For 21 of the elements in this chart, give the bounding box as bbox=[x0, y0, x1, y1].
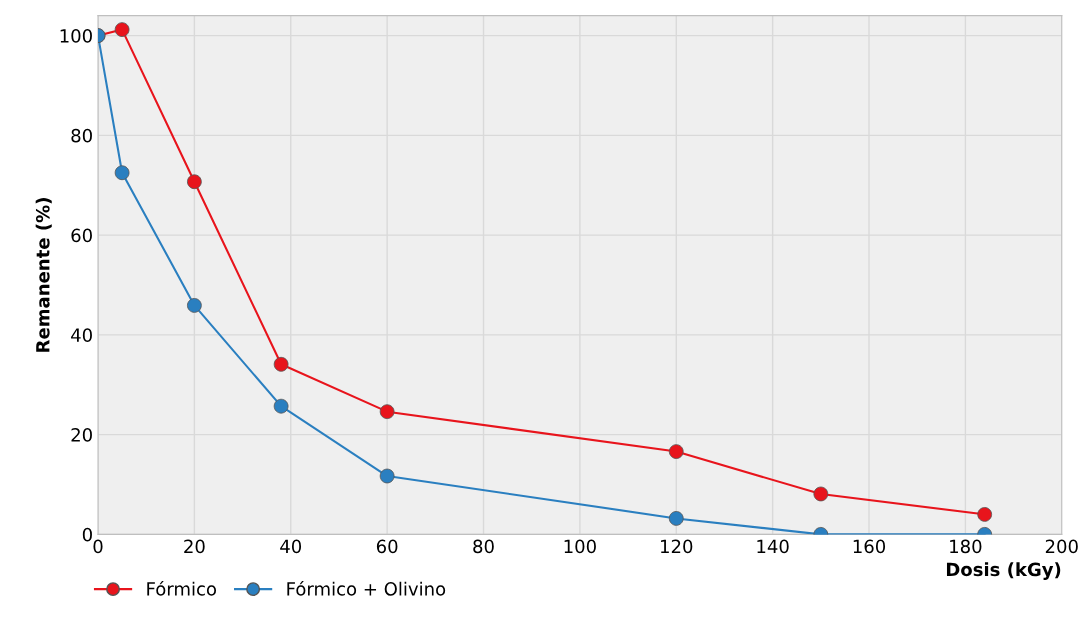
x-axis-title: Dosis (kGy) bbox=[946, 562, 1061, 580]
x-tick-label: 100 bbox=[564, 539, 596, 554]
x-tick-label: 0 bbox=[93, 539, 103, 554]
x-tick-label: 80 bbox=[473, 539, 494, 554]
x-tick-label: 60 bbox=[376, 539, 398, 554]
y-tick-label: 40 bbox=[71, 328, 92, 342]
legend-label: Fórmico bbox=[147, 581, 217, 596]
x-tick-label: 200 bbox=[1045, 539, 1078, 554]
x-tick-label: 20 bbox=[184, 539, 205, 554]
x-tick-label: 160 bbox=[853, 539, 886, 554]
legend-label: Fórmico + Olivino bbox=[287, 581, 446, 596]
x-tick-label: 140 bbox=[757, 539, 789, 554]
y-tick-label: 80 bbox=[71, 128, 92, 143]
x-tick-label: 180 bbox=[950, 539, 982, 554]
x-tick-label: 40 bbox=[280, 539, 302, 554]
y-tick-label: 0 bbox=[82, 527, 92, 542]
y-axis-title: Remanente (%) bbox=[35, 198, 52, 352]
x-tick-label: 120 bbox=[661, 539, 693, 554]
y-tick-label: 100 bbox=[60, 29, 92, 43]
y-tick-label: 20 bbox=[71, 428, 92, 442]
y-tick-label: 60 bbox=[71, 228, 92, 243]
